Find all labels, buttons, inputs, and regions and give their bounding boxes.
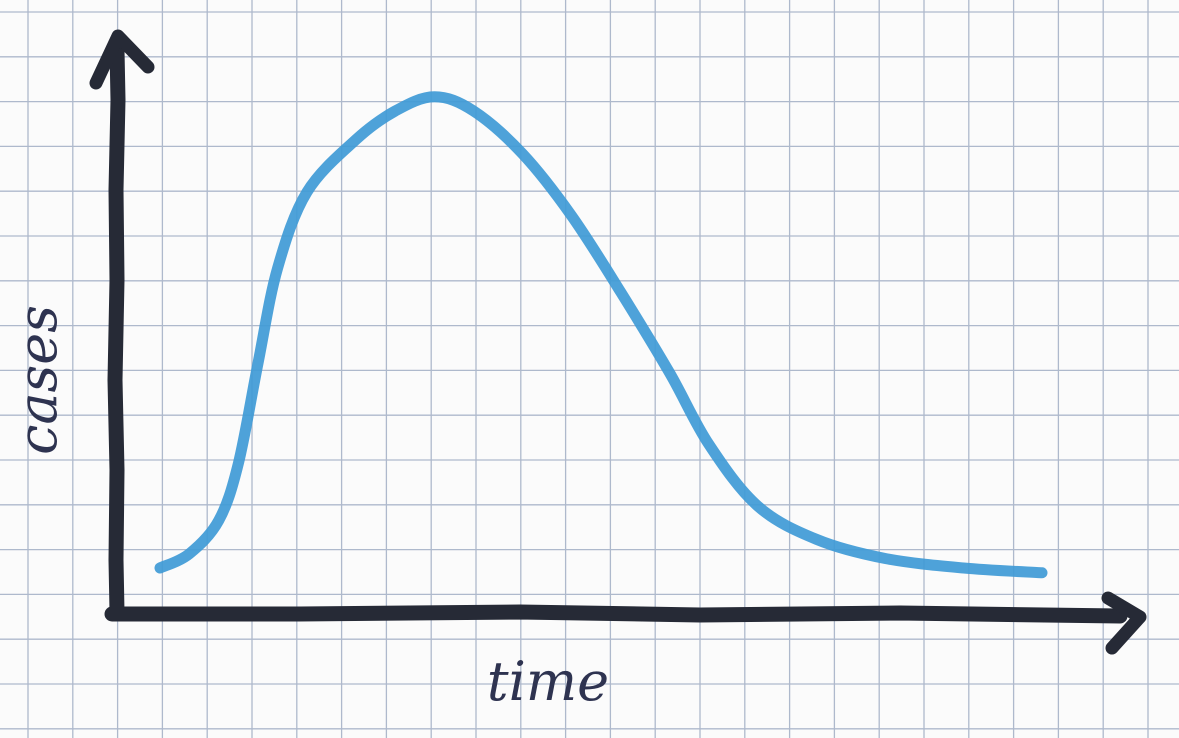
- x-axis-label: time: [487, 650, 609, 713]
- x-axis-arrowhead: [1101, 591, 1147, 655]
- axes: [89, 29, 1147, 655]
- y-axis: [107, 42, 126, 620]
- series-line: [154, 91, 1048, 579]
- y-axis-arrowhead: [89, 29, 155, 90]
- x-axis: [104, 604, 1128, 624]
- y-axis-label: cases: [6, 305, 69, 455]
